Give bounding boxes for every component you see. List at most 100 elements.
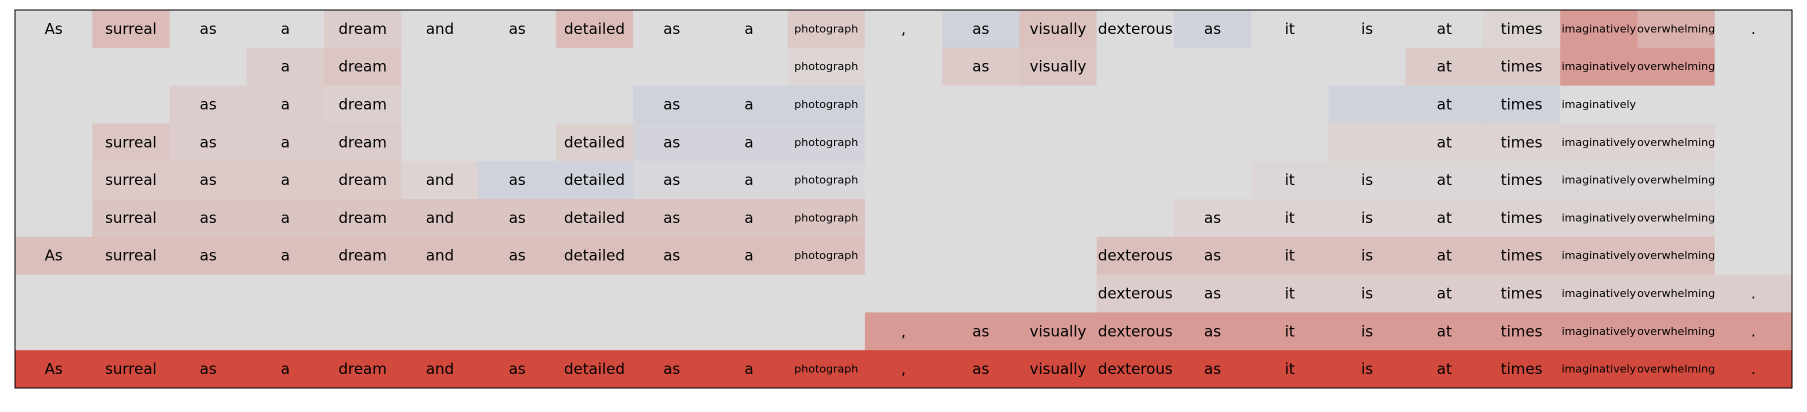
heatmap-cell xyxy=(942,199,1020,238)
heatmap-cell xyxy=(633,236,711,276)
token-label: imaginatively xyxy=(1562,325,1637,338)
token-label: it xyxy=(1285,20,1295,38)
heatmap-cell xyxy=(324,199,402,238)
token-label: a xyxy=(744,20,753,38)
heatmap-cell xyxy=(555,199,634,238)
token-label: and xyxy=(426,247,454,265)
heatmap-cell xyxy=(401,199,480,238)
heatmap-cell xyxy=(324,123,402,162)
heatmap-cell xyxy=(555,161,634,200)
token-label: it xyxy=(1285,247,1295,265)
token-label: detailed xyxy=(564,133,625,151)
heatmap-cell xyxy=(169,350,248,389)
token-label: dream xyxy=(338,360,386,378)
heatmap-cell xyxy=(1637,199,1716,238)
heatmap-cell xyxy=(15,47,93,87)
heatmap-cell xyxy=(710,350,789,389)
token-label: as xyxy=(1204,20,1221,38)
token-label: times xyxy=(1501,322,1543,340)
heatmap-cell xyxy=(478,350,557,389)
heatmap-cells xyxy=(15,10,1793,389)
token-label: overwhelming xyxy=(1637,325,1715,338)
heatmap-cell xyxy=(92,312,171,351)
token-label: imaginatively xyxy=(1562,249,1637,262)
heatmap-cell xyxy=(246,199,325,238)
heatmap-cell xyxy=(1173,199,1252,238)
token-label: surreal xyxy=(105,360,157,378)
token-label: at xyxy=(1437,96,1452,114)
token-label: . xyxy=(1751,360,1756,378)
token-label: surreal xyxy=(105,171,157,189)
heatmap-cell xyxy=(1019,236,1098,276)
token-label: and xyxy=(426,171,454,189)
heatmap-cell xyxy=(1482,236,1561,276)
token-label: overwhelming xyxy=(1637,249,1715,262)
heatmap-cell xyxy=(246,85,325,124)
token-label: as xyxy=(972,20,989,38)
token-label: at xyxy=(1437,360,1452,378)
token-label: surreal xyxy=(105,247,157,265)
heatmap-cell xyxy=(92,10,171,49)
heatmap-cell xyxy=(1560,85,1638,124)
heatmap-cell xyxy=(478,312,557,351)
heatmap-cell xyxy=(246,236,325,276)
heatmap-cell xyxy=(1096,236,1175,276)
heatmap-cell xyxy=(401,236,480,276)
heatmap-cell xyxy=(942,236,1020,276)
heatmap-cell xyxy=(1560,236,1638,276)
token-label: As xyxy=(45,20,63,38)
heatmap-cell xyxy=(1637,123,1716,162)
heatmap-cell xyxy=(1096,312,1175,351)
heatmap-cell xyxy=(633,47,711,87)
token-label: imaginatively xyxy=(1562,211,1637,224)
heatmap-cell xyxy=(710,123,789,162)
token-label: at xyxy=(1437,133,1452,151)
token-label: visually xyxy=(1030,20,1087,38)
heatmap-cell xyxy=(169,161,248,200)
heatmap-cell xyxy=(1714,312,1793,351)
token-label: imaginatively xyxy=(1562,363,1637,376)
heatmap-cell xyxy=(555,47,634,87)
heatmap-cell xyxy=(1405,85,1484,124)
heatmap-cell xyxy=(942,10,1020,49)
heatmap-cell xyxy=(1173,123,1252,162)
heatmap-cell xyxy=(324,350,402,389)
token-label: As xyxy=(45,247,63,265)
heatmap-cell xyxy=(1096,123,1175,162)
heatmap-cell xyxy=(1328,161,1407,200)
token-label: a xyxy=(281,20,290,38)
heatmap-cell xyxy=(1328,312,1407,351)
heatmap-cell xyxy=(942,350,1020,389)
heatmap-cell xyxy=(1482,85,1561,124)
heatmap-cell xyxy=(942,161,1020,200)
heatmap-cell xyxy=(1405,47,1484,87)
token-label: times xyxy=(1501,171,1543,189)
heatmap-cell xyxy=(1405,123,1484,162)
heatmap-cell xyxy=(401,123,480,162)
token-label: detailed xyxy=(564,209,625,227)
heatmap-cell xyxy=(169,85,248,124)
heatmap-cell xyxy=(1637,350,1716,389)
token-label: imaginatively xyxy=(1562,98,1637,111)
heatmap-cell xyxy=(401,10,480,49)
heatmap-cell xyxy=(787,274,866,313)
heatmap-cell xyxy=(1482,312,1561,351)
token-label: at xyxy=(1437,209,1452,227)
heatmap-cell xyxy=(1251,47,1329,87)
heatmap-cell xyxy=(1173,236,1252,276)
token-label: imaginatively xyxy=(1562,22,1637,35)
token-label: . xyxy=(1751,20,1756,38)
heatmap-cell xyxy=(1019,47,1098,87)
token-label: as xyxy=(663,171,680,189)
token-label: overwhelming xyxy=(1637,136,1715,149)
heatmap-cell xyxy=(246,350,325,389)
heatmap-cell xyxy=(1560,312,1638,351)
heatmap-cell xyxy=(787,350,866,389)
token-label: dream xyxy=(338,58,386,76)
token-label: a xyxy=(281,247,290,265)
token-label: times xyxy=(1501,133,1543,151)
token-label: detailed xyxy=(564,247,625,265)
heatmap-cell xyxy=(942,312,1020,351)
heatmap-cell xyxy=(1019,123,1098,162)
